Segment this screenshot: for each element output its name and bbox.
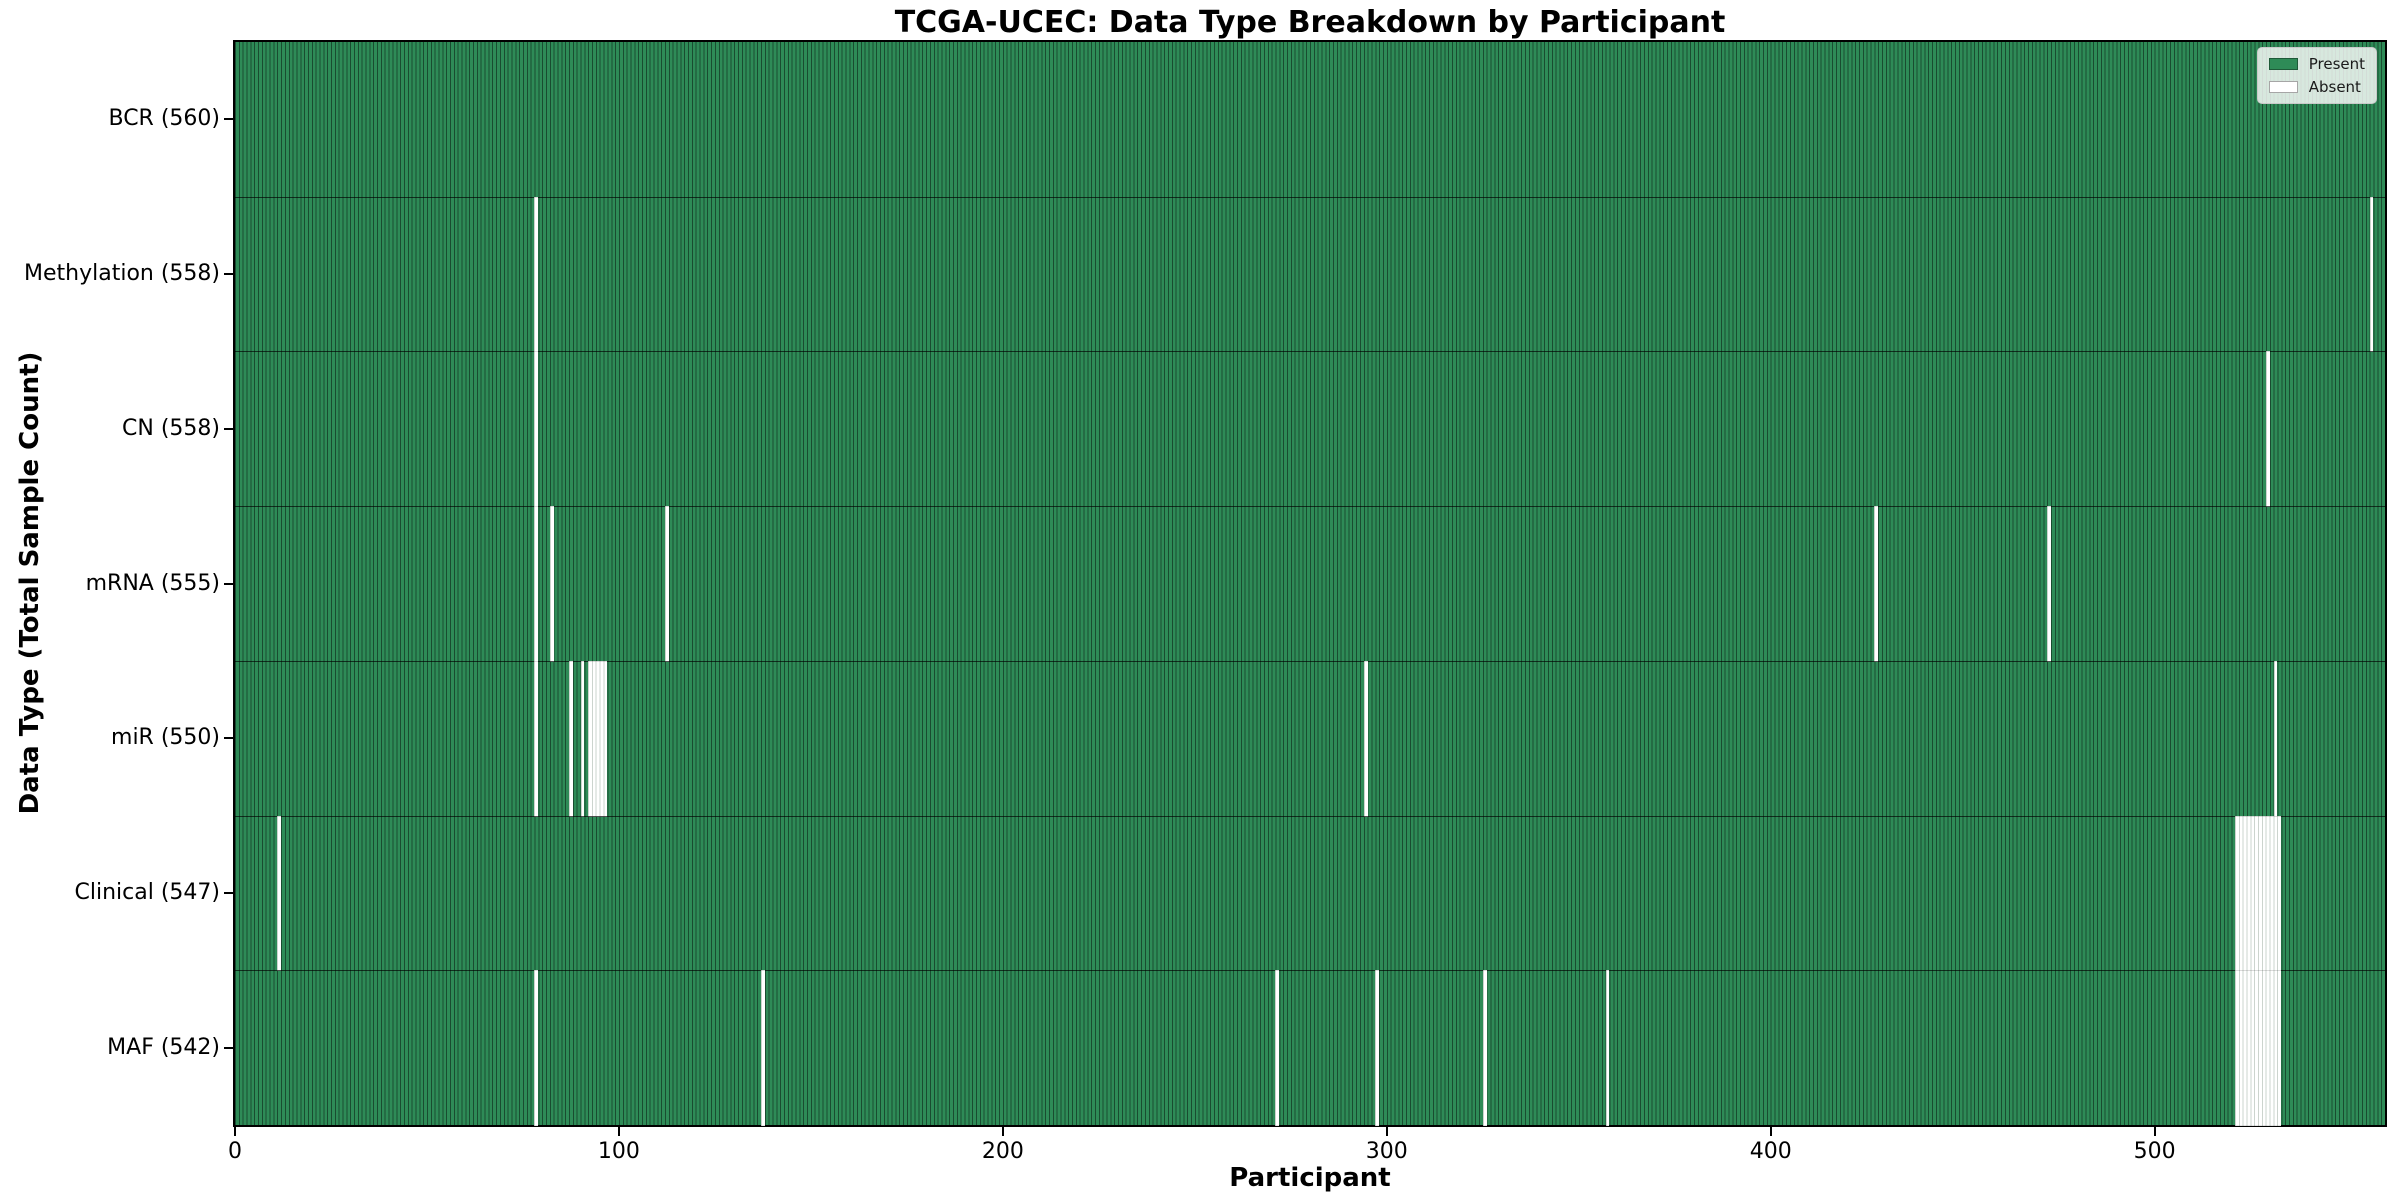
x-tick-mark xyxy=(1385,1127,1388,1136)
y-tick-label: miR (550) xyxy=(111,725,220,751)
y-tick-label: Methylation (558) xyxy=(24,261,220,287)
y-tick-label: mRNA (555) xyxy=(85,570,220,596)
absent-run xyxy=(1363,660,1368,817)
x-tick-mark xyxy=(234,1127,236,1136)
absent-run xyxy=(277,815,282,972)
row-maf xyxy=(235,970,2385,1126)
legend-swatch-absent xyxy=(2268,81,2298,93)
absent-run xyxy=(1874,506,1879,662)
x-axis-label: Participant xyxy=(1229,1163,1391,1193)
absent-run xyxy=(665,506,669,662)
y-tick-label: CN (558) xyxy=(122,415,220,441)
absent-run xyxy=(569,660,573,817)
x-tick-mark xyxy=(617,1127,620,1136)
y-tick-mark xyxy=(224,427,233,430)
absent-run xyxy=(588,660,608,817)
y-tick-mark xyxy=(224,1046,233,1049)
y-tick-mark xyxy=(224,737,233,740)
row-cn xyxy=(235,351,2385,508)
legend-label: Present xyxy=(2308,55,2365,73)
x-tick-label: 0 xyxy=(228,1139,242,1164)
absent-run xyxy=(549,506,554,662)
y-tick-mark xyxy=(224,891,233,894)
absent-run xyxy=(1605,970,1610,1126)
absent-run xyxy=(1482,970,1487,1126)
x-tick-mark xyxy=(1001,1127,1004,1136)
absent-run xyxy=(534,351,539,508)
row-bcr xyxy=(235,42,2385,197)
absent-run xyxy=(2235,815,2282,972)
row-clinical xyxy=(235,815,2385,972)
absent-run xyxy=(534,506,539,662)
legend-item-present: Present xyxy=(2268,55,2365,73)
x-tick-label: 300 xyxy=(1365,1139,1408,1164)
absent-run xyxy=(1275,970,1280,1126)
y-tick-mark xyxy=(224,273,233,276)
x-tick-mark xyxy=(2153,1127,2156,1136)
absent-run xyxy=(760,970,765,1126)
x-tick-label: 500 xyxy=(2133,1139,2176,1164)
legend-item-absent: Absent xyxy=(2268,78,2365,96)
absent-run xyxy=(2265,351,2270,508)
absent-run xyxy=(2047,506,2051,662)
plot-area: Present Absent xyxy=(233,40,2387,1127)
absent-run xyxy=(2235,970,2282,1126)
chart-title: TCGA-UCEC: Data Type Breakdown by Partic… xyxy=(894,5,1726,40)
absent-run xyxy=(534,970,539,1126)
row-methylation xyxy=(235,196,2385,353)
x-tick-mark xyxy=(1769,1127,1772,1136)
legend: Present Absent xyxy=(2256,47,2377,104)
legend-swatch-present xyxy=(2268,58,2298,70)
y-tick-label: MAF (542) xyxy=(107,1034,220,1060)
x-tick-label: 400 xyxy=(1749,1139,1792,1164)
x-tick-label: 100 xyxy=(597,1139,640,1164)
y-tick-label: BCR (560) xyxy=(108,106,220,132)
absent-run xyxy=(1375,970,1380,1126)
absent-run xyxy=(2369,196,2374,353)
legend-label: Absent xyxy=(2308,78,2361,96)
absent-run xyxy=(534,660,539,817)
row-mrna xyxy=(235,506,2385,662)
y-tick-label: Clinical (547) xyxy=(74,879,220,905)
absent-run xyxy=(534,196,539,353)
absent-run xyxy=(2273,660,2278,817)
y-tick-mark xyxy=(224,118,233,121)
x-tick-label: 200 xyxy=(981,1139,1024,1164)
row-mir xyxy=(235,660,2385,817)
absent-run xyxy=(580,660,585,817)
y-tick-mark xyxy=(224,582,233,585)
